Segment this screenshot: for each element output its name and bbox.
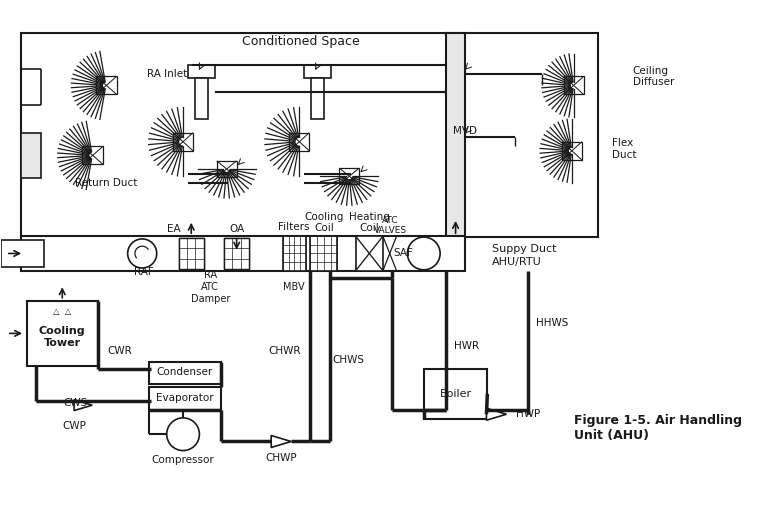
Text: MVD: MVD — [452, 126, 477, 136]
Text: Evaporator: Evaporator — [156, 393, 214, 403]
Text: RA Inlet: RA Inlet — [146, 69, 187, 78]
Bar — [178, 238, 204, 269]
Polygon shape — [271, 436, 291, 447]
Text: CWP: CWP — [62, 421, 86, 431]
Text: MBV: MBV — [283, 282, 304, 292]
Text: CHWP: CHWP — [266, 453, 297, 463]
Text: CWR: CWR — [107, 346, 132, 356]
Text: HWR: HWR — [454, 341, 479, 351]
Bar — [283, 236, 306, 271]
Bar — [564, 76, 584, 94]
Text: Condenser: Condenser — [157, 367, 213, 378]
Bar — [339, 168, 359, 184]
Text: Boiler: Boiler — [439, 389, 471, 399]
Bar — [82, 146, 103, 165]
Bar — [216, 161, 237, 177]
Bar — [195, 78, 208, 119]
Text: Figure 1-5. Air Handling
Unit (AHU): Figure 1-5. Air Handling Unit (AHU) — [574, 414, 742, 442]
Text: Conditioned Space: Conditioned Space — [242, 35, 360, 49]
Text: CHWS: CHWS — [332, 354, 364, 365]
Text: OA: OA — [229, 224, 244, 234]
Bar — [96, 76, 117, 94]
Bar — [356, 236, 383, 271]
Bar — [27, 301, 98, 366]
Circle shape — [408, 237, 440, 270]
Text: Return Duct: Return Duct — [74, 178, 137, 188]
Bar — [289, 133, 310, 151]
Text: RAF: RAF — [134, 267, 154, 277]
Text: CWS: CWS — [64, 398, 88, 408]
Text: Suppy Duct: Suppy Duct — [492, 244, 556, 254]
Text: AHU/RTU: AHU/RTU — [492, 256, 542, 267]
Bar — [187, 64, 215, 78]
Polygon shape — [74, 400, 93, 411]
Bar — [173, 133, 193, 151]
Text: HHWS: HHWS — [536, 318, 568, 328]
Bar — [149, 387, 221, 410]
Bar — [311, 78, 324, 119]
Bar — [149, 362, 221, 384]
Text: Flex
Duct: Flex Duct — [612, 138, 636, 160]
Text: CHWR: CHWR — [269, 346, 301, 356]
Polygon shape — [487, 408, 506, 420]
Bar — [178, 238, 204, 269]
Bar — [224, 238, 250, 269]
Bar — [2, 240, 44, 267]
Text: Cooling
Coil: Cooling Coil — [304, 212, 344, 233]
Text: RA
ATC
Damper: RA ATC Damper — [191, 270, 230, 304]
Text: △  △: △ △ — [53, 307, 71, 316]
Text: ATC
VALVES: ATC VALVES — [373, 216, 407, 235]
Text: HWP: HWP — [516, 409, 540, 419]
Bar — [562, 142, 582, 160]
Text: Compressor: Compressor — [152, 455, 215, 464]
Text: Heating
Coil: Heating Coil — [349, 212, 389, 233]
Bar — [21, 133, 41, 178]
Bar — [21, 236, 465, 271]
Text: Cooling
Tower: Cooling Tower — [39, 326, 86, 348]
Circle shape — [128, 239, 156, 268]
Bar — [224, 238, 250, 269]
Text: EA: EA — [167, 224, 181, 234]
Circle shape — [167, 418, 200, 450]
Bar — [21, 33, 598, 237]
Bar — [446, 33, 465, 237]
Bar — [310, 236, 338, 271]
Text: Ceiling
Diffuser: Ceiling Diffuser — [633, 66, 674, 87]
Text: SAF: SAF — [394, 249, 414, 259]
Bar — [424, 369, 487, 419]
Bar — [304, 64, 331, 78]
Text: Filters: Filters — [278, 222, 310, 232]
